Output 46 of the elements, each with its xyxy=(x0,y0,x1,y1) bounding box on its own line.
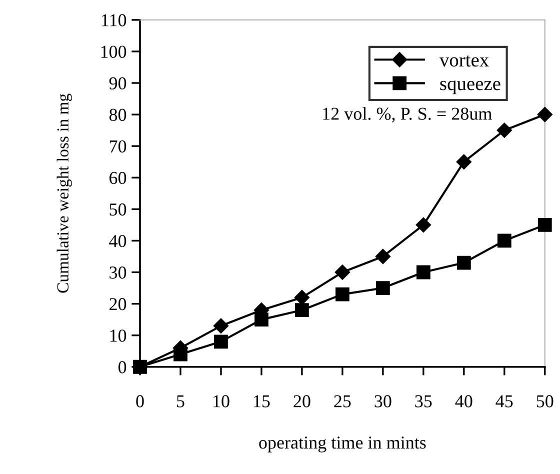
y-tick-label: 60 xyxy=(110,172,126,184)
point xyxy=(497,234,512,248)
point xyxy=(538,218,552,232)
point xyxy=(376,281,390,295)
y-tick-label: 70 xyxy=(110,140,126,153)
y-tick-label: 30 xyxy=(110,266,126,279)
x-axis-title: operating time in mints xyxy=(259,436,426,452)
x-tick-label: 25 xyxy=(334,395,351,408)
point xyxy=(214,334,228,349)
y-tick-label: 80 xyxy=(109,108,126,121)
point xyxy=(496,122,512,138)
x-tick-label: 30 xyxy=(374,395,392,408)
x-tick-label: 10 xyxy=(214,395,230,408)
y-tick-label: 90 xyxy=(109,77,126,90)
y-tick-label: 50 xyxy=(110,203,126,216)
x-tick-label: 45 xyxy=(496,395,513,408)
x-tick-label: 20 xyxy=(294,395,310,408)
point xyxy=(254,312,268,327)
legend-label: squeeze xyxy=(440,80,500,94)
x-tick-label: 40 xyxy=(455,395,472,408)
y-tick-label: 0 xyxy=(118,361,126,374)
point xyxy=(456,154,472,170)
point xyxy=(335,287,350,302)
x-tick-label: 0 xyxy=(136,395,144,408)
x-tick-label: 50 xyxy=(536,395,554,408)
y-tick-label: 110 xyxy=(102,14,126,26)
y-tick-label: 20 xyxy=(110,298,126,310)
y-axis-title: Cumulative weight loss in mg xyxy=(56,94,72,293)
legend-label: vortex xyxy=(439,55,489,67)
x-tick-label: 35 xyxy=(415,395,432,408)
point xyxy=(213,318,229,334)
annotation: 12 vol. %, P. S. = 28um xyxy=(323,107,492,122)
y-tick-label: 100 xyxy=(101,46,126,58)
point xyxy=(294,290,310,306)
point xyxy=(174,347,188,362)
x-tick-label: 15 xyxy=(254,395,270,408)
point xyxy=(537,106,552,122)
point xyxy=(375,248,390,264)
point xyxy=(416,265,430,280)
point xyxy=(334,264,350,280)
y-tick-label: 10 xyxy=(110,330,126,342)
point xyxy=(295,303,309,318)
point xyxy=(456,256,471,270)
x-tick-label: 5 xyxy=(177,395,184,408)
point xyxy=(416,217,431,233)
y-tick-label: 40 xyxy=(109,234,126,248)
